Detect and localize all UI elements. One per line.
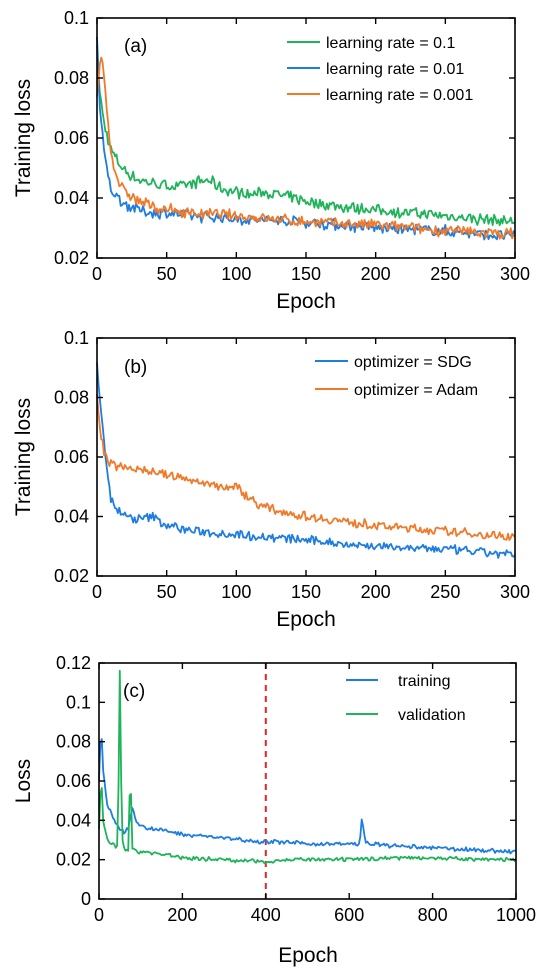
x-tick-label: 1000 <box>496 905 536 925</box>
panel-a-x-axis-label: Epoch <box>276 290 336 313</box>
legend-label-adam: optimizer = Adam <box>354 382 478 399</box>
panel-c-legend: training validation <box>346 673 466 724</box>
panel-a-plot-frame <box>96 17 516 259</box>
panel-c-x-axis-label: Epoch <box>278 944 338 967</box>
legend-label-sdg: optimizer = SDG <box>354 354 472 371</box>
y-tick-label: 0 <box>81 889 91 909</box>
series-line-panel-a-2 <box>96 56 516 240</box>
series-line-panel-b-0 <box>96 362 516 559</box>
y-tick-label: 0.1 <box>66 692 91 712</box>
x-tick-label: 600 <box>334 905 364 925</box>
x-tick-label: 150 <box>291 582 321 602</box>
panel-a-y-axis-label: Training loss <box>12 79 35 197</box>
panel-c-y-axis-label: Loss <box>12 759 35 803</box>
x-tick-label: 0 <box>94 905 104 925</box>
x-tick-label: 200 <box>361 582 391 602</box>
y-tick-label: 0.04 <box>56 810 91 830</box>
x-tick-label: 150 <box>291 264 321 284</box>
panel-b-legend: optimizer = SDG optimizer = Adam <box>315 354 478 399</box>
y-tick-label: 0.08 <box>54 388 89 408</box>
legend-label-lr-0-01: learning rate = 0.01 <box>326 61 464 78</box>
x-tick-label: 300 <box>500 264 530 284</box>
x-tick-label: 200 <box>361 264 391 284</box>
panel-a: (a) 0 50 100 150 200 250 300 0.02 0.04 0.06 0.08 0.… <box>12 8 530 313</box>
x-tick-label: 200 <box>167 905 197 925</box>
y-tick-label: 0.02 <box>54 248 89 268</box>
y-tick-label: 0.06 <box>56 771 91 791</box>
legend-label-lr-0-1: learning rate = 0.1 <box>326 35 456 52</box>
x-tick-label: 250 <box>430 582 460 602</box>
x-tick-label: 50 <box>157 264 177 284</box>
y-tick-label: 0.04 <box>54 188 89 208</box>
series-line-panel-a-0 <box>96 45 516 227</box>
y-tick-label: 0.08 <box>54 68 89 88</box>
x-tick-label: 0 <box>92 264 102 284</box>
y-tick-label: 0.1 <box>64 8 89 28</box>
x-tick-label: 50 <box>157 582 177 602</box>
panel-c-plot-frame <box>98 662 517 900</box>
panel-a-legend: learning rate = 0.1 learning rate = 0.01… <box>287 35 473 104</box>
y-tick-label: 0.08 <box>56 732 91 752</box>
legend-label-lr-0-001: learning rate = 0.001 <box>326 87 473 104</box>
x-tick-label: 300 <box>500 582 530 602</box>
y-tick-label: 0.06 <box>54 128 89 148</box>
panel-a-label: (a) <box>124 36 147 57</box>
series-line-panel-c-0 <box>98 738 517 855</box>
panel-b-x-axis-label: Epoch <box>276 608 336 631</box>
x-tick-label: 0 <box>92 582 102 602</box>
x-tick-label: 400 <box>251 905 281 925</box>
panel-b-label: (b) <box>124 357 147 378</box>
x-tick-label: 250 <box>430 264 460 284</box>
y-tick-label: 0.12 <box>56 653 91 673</box>
x-tick-label: 100 <box>221 264 251 284</box>
series-line-panel-b-1 <box>96 393 516 541</box>
x-tick-label: 800 <box>418 905 448 925</box>
panel-b-y-axis-label: Training loss <box>12 398 35 516</box>
y-tick-label: 0.02 <box>54 566 89 586</box>
legend-label-validation: validation <box>398 707 466 724</box>
y-tick-label: 0.1 <box>64 328 89 348</box>
legend-label-training: training <box>398 673 450 690</box>
panel-c: (c) 0 200 400 600 800 1000 0 0.02 0.04 0.06 0.08 0.… <box>12 653 536 967</box>
series-line-panel-c-1 <box>98 669 517 865</box>
y-tick-label: 0.06 <box>54 447 89 467</box>
y-tick-label: 0.04 <box>54 507 89 527</box>
panel-c-label: (c) <box>123 681 145 702</box>
series-line-panel-a-1 <box>96 36 516 241</box>
y-tick-label: 0.02 <box>56 850 91 870</box>
x-tick-label: 100 <box>221 582 251 602</box>
panel-b: (b) 0 50 100 150 200 250 300 0.02 0.04 0.06 0.08 0.… <box>12 328 530 631</box>
